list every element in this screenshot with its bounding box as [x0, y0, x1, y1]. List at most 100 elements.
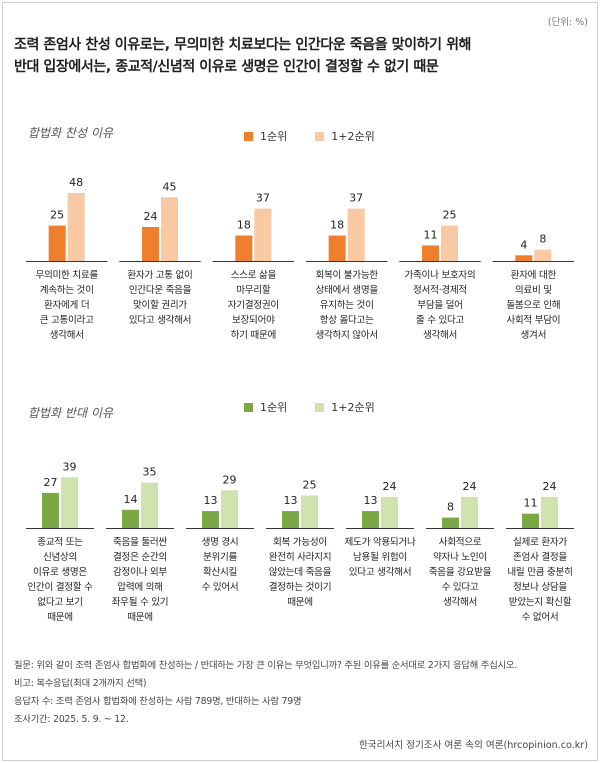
- support-category-label-1-line-5: 생각해서: [49, 330, 84, 341]
- support-category-label-4-line-3: 유지하는 것이: [319, 300, 374, 311]
- legend-label-first-oppose: 1순위: [260, 401, 288, 414]
- support-value-label-both-4: 37: [349, 192, 363, 205]
- support-category-label-2-line-4: 있다고 생각해서: [128, 315, 192, 326]
- support-value-label-first-4: 18: [330, 219, 344, 232]
- support-value-label-first-5: 11: [424, 228, 438, 241]
- legend-label-both-oppose: 1+2순위: [331, 401, 375, 414]
- oppose-value-label-both-5: 24: [383, 480, 397, 493]
- oppose-value-label-both-6: 24: [463, 480, 477, 493]
- support-value-label-both-6: 8: [539, 233, 546, 246]
- support-category-label-6-line-2: 의료비 및: [514, 285, 552, 296]
- source-credit: 한국리서치 정기조사 여론 속의 여론(hrcopinion.co.kr): [358, 740, 588, 751]
- oppose-category-label-6-line-5: 생각해서: [442, 597, 478, 608]
- legend-swatch-both: [315, 131, 325, 141]
- legend-swatch-first: [244, 131, 253, 141]
- oppose-bar-both-1: [61, 477, 78, 528]
- oppose-legend: 1순위 1+2순위: [244, 399, 403, 415]
- oppose-category-label-7-line-5: 받았는지 확신할: [508, 597, 572, 608]
- oppose-bar-first-6: [442, 517, 459, 528]
- oppose-category-label-3-line-1: 생명 경시: [201, 537, 239, 548]
- oppose-value-label-both-7: 24: [543, 480, 557, 493]
- support-category-label-5-line-1: 가족이나 보호자의: [404, 270, 476, 281]
- support-bar-both-1: [67, 193, 85, 261]
- support-category-label-4-line-1: 회복이 불가능한: [315, 270, 378, 281]
- oppose-value-label-first-2: 14: [124, 493, 138, 506]
- support-bar-first-3: [235, 235, 253, 261]
- support-category-label-6-line-4: 사회적 부담이: [506, 315, 561, 326]
- oppose-category-label-2-line-4: 압력에 의해: [117, 582, 163, 593]
- oppose-bar-both-4: [301, 495, 318, 528]
- oppose-category-label-1-line-3: 이유로 생명은: [33, 567, 87, 578]
- support-value-label-both-3: 37: [256, 192, 270, 205]
- support-section-title: 합법화 찬성 이유: [28, 126, 113, 140]
- oppose-category-label-2-line-1: 죽음을 둘러싼: [113, 537, 167, 548]
- support-category-label-5-line-4: 줄 수 있다고: [415, 315, 465, 326]
- headline-line-1: 조력 존엄사 찬성 이유로는, 무의미한 치료보다는 인간다운 죽음을 맞이하기…: [14, 37, 472, 53]
- headline-line-2: 반대 입장에서는, 종교적/신념적 이유로 생명은 인간이 결정할 수 없기 때…: [14, 59, 439, 75]
- unit-label: (단위: %): [547, 17, 588, 28]
- oppose-bar-both-5: [381, 496, 398, 528]
- oppose-category-label-2: 죽음을 둘러싼 결정은 순간의 감정이나 외부 압력에 의해 좌우될 수 있기 때문에: [100, 535, 180, 625]
- oppose-category-label-2-line-2: 결정은 순간의: [113, 552, 167, 563]
- oppose-category-label-6-line-4: 수 있다고: [441, 582, 479, 593]
- support-category-label-3-line-5: 하기 때문에: [230, 330, 277, 341]
- oppose-value-label-first-6: 8: [447, 501, 454, 514]
- oppose-value-label-both-3: 29: [223, 473, 237, 486]
- survey-respondents: 응답자 수: 조력 존엄사 합법화에 찬성하는 사람 789명, 반대하는 사람…: [14, 696, 302, 707]
- support-category-label-4-line-2: 상태에서 생명을: [315, 285, 378, 296]
- support-value-label-both-2: 45: [163, 180, 177, 193]
- oppose-bar-first-1: [42, 492, 59, 528]
- support-value-label-both-5: 25: [443, 209, 457, 222]
- oppose-category-label-2-line-3: 감정이나 외부: [113, 567, 167, 578]
- support-category-label-6-line-1: 환자에 대한: [510, 270, 557, 281]
- oppose-category-label-7: 실제로 환자가 존엄사 결정을 내릴 만큼 충분히 정보나 상담을 받았는지 확신할 수 …: [500, 535, 580, 625]
- support-category-label-3-line-1: 스스로 삶을: [230, 270, 277, 281]
- oppose-bar-both-2: [141, 482, 158, 528]
- oppose-category-label-4: 회복 가능성이 완전히 사라지지 않았는데 죽음을 결정하는 것이기 때문에: [260, 535, 340, 610]
- oppose-value-label-first-1: 27: [44, 476, 58, 489]
- support-category-label-3-line-2: 마무리할: [236, 285, 271, 296]
- support-bar-chart: 25 48 24 45 18 37 18 37 11 25 4 8: [26, 176, 574, 262]
- support-category-label-5-line-2: 정서적·경제적: [413, 285, 467, 296]
- oppose-category-label-6-line-2: 약자나 노인이: [433, 552, 487, 563]
- oppose-value-label-both-4: 25: [303, 479, 317, 492]
- oppose-category-label-1-line-2: 신념상의: [42, 552, 78, 563]
- legend-swatch-first-oppose: [244, 402, 253, 412]
- oppose-value-label-first-7: 11: [524, 497, 538, 510]
- oppose-category-label-4-line-2: 완전히 사라지지: [268, 552, 332, 563]
- legend-label-first: 1순위: [260, 130, 288, 143]
- support-category-label-3-line-4: 보장되어야: [232, 315, 275, 326]
- support-category-label-2-line-3: 맞이할 권리가: [133, 300, 187, 311]
- support-category-label-5-line-3: 부담을 덜어: [417, 300, 463, 311]
- support-category-label-2-line-1: 환자가 고통 없이: [127, 270, 193, 281]
- oppose-category-label-1: 종교적 또는 신념상의 이유로 생명은 인간이 결정할 수 없다고 보기 때문에: [20, 535, 100, 625]
- support-category-label-3-line-3: 자기결정권이: [227, 300, 279, 311]
- legend-item-both-oppose: 1+2순위: [315, 399, 375, 415]
- oppose-category-label-5-line-1: 제도가 악용되거나: [344, 537, 416, 548]
- legend-item-first: 1순위: [244, 128, 287, 144]
- support-category-label-6-line-5: 생겨서: [520, 330, 547, 341]
- survey-question: 질문: 위와 같이 조력 존엄사 합법화에 찬성하는 / 반대하는 가장 큰 이…: [14, 660, 518, 671]
- support-category-label-1-line-2: 계속하는 것이: [39, 285, 94, 296]
- oppose-bar-chart: 27 39 14 35 13 29 13 25 13 24 8 24 11 24: [26, 460, 574, 529]
- support-value-label-first-3: 18: [237, 219, 251, 232]
- oppose-category-label-4-line-3: 않았는데 죽음을: [268, 567, 332, 578]
- oppose-bar-first-5: [362, 511, 379, 528]
- oppose-category-label-7-line-4: 정보나 상담을: [513, 582, 567, 593]
- oppose-bar-first-7: [522, 513, 539, 528]
- support-bar-first-2: [142, 227, 159, 261]
- oppose-value-label-first-5: 13: [364, 494, 378, 507]
- oppose-value-label-first-3: 13: [204, 494, 218, 507]
- oppose-category-label-4-line-4: 결정하는 것이기: [268, 582, 332, 593]
- oppose-section-title: 합법화 반대 이유: [28, 406, 113, 420]
- support-category-label-6-line-3: 돌봄으로 인해: [506, 300, 561, 311]
- oppose-category-label-4-line-1: 회복 가능성이: [273, 537, 327, 548]
- oppose-category-label-1-line-5: 없다고 보기: [37, 597, 83, 608]
- oppose-category-label-7-line-3: 내릴 만큼 충분히: [507, 567, 573, 578]
- support-category-label-4-line-4: 항상 옳다고는: [319, 315, 374, 326]
- support-category-label-1-line-4: 큰 고통이라고: [39, 315, 94, 326]
- support-bar-both-5: [441, 225, 458, 261]
- support-bar-both-2: [161, 197, 178, 261]
